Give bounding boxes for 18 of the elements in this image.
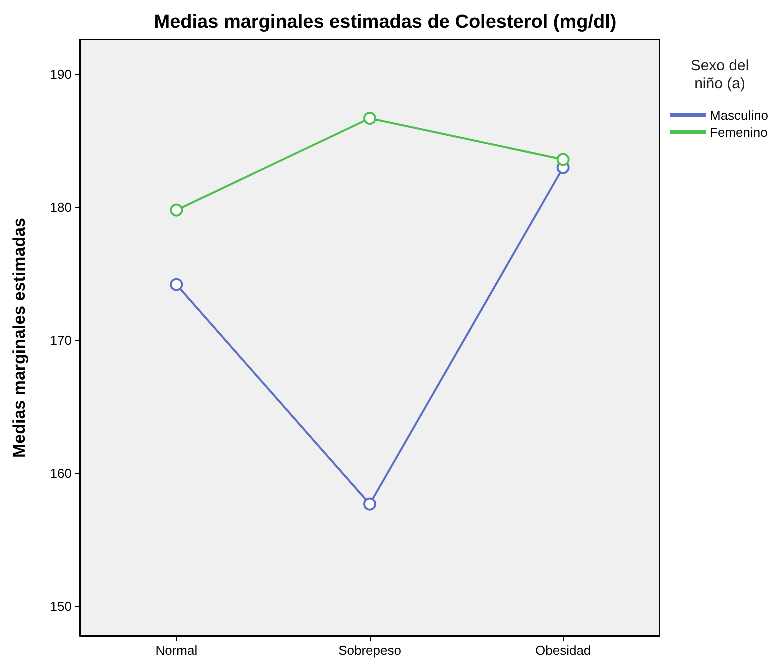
y-tick-label: 190 <box>50 67 72 82</box>
point <box>170 278 184 292</box>
y-tick-label: 150 <box>50 599 72 614</box>
x-tick-label: Obesidad <box>536 643 592 658</box>
chart-title: Medias marginales estimadas de Colesterol (mg/dl) <box>154 12 617 33</box>
x-tick-label: Normal <box>156 643 198 658</box>
y-axis-title: Medias marginales estimadas <box>10 218 29 458</box>
legend-label: Masculino <box>710 108 769 123</box>
y-tick-label: 160 <box>50 466 72 482</box>
y-tick-label: 180 <box>50 200 72 216</box>
point <box>364 112 376 125</box>
x-tick-label: Sobrepeso <box>338 643 402 658</box>
point <box>556 153 570 166</box>
point <box>364 498 376 511</box>
legend-title: Sexo del niño (a) <box>690 58 750 92</box>
y-tick-label: 170 <box>50 333 72 348</box>
point <box>170 204 184 217</box>
legend-label: Femenino <box>710 125 768 140</box>
